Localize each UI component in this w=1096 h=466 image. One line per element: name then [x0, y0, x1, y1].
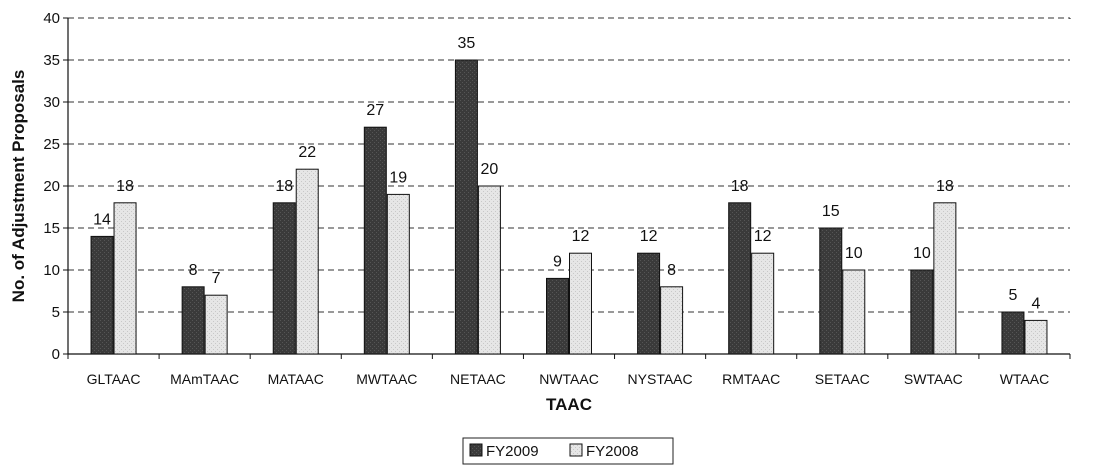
y-tick-label: 20 [43, 178, 60, 195]
x-tick-label-netaac: NETAAC [450, 371, 506, 387]
data-label-fy2008-swtaac: 18 [936, 178, 954, 195]
data-label-fy2009-mwtaac: 27 [366, 102, 384, 119]
data-label-fy2008-nystaac: 8 [667, 262, 676, 279]
bar-fy2008-nwtaac [569, 252, 592, 355]
x-tick-label-mataac: MATAAC [268, 371, 324, 387]
bar-fy2009-gltaac [90, 235, 114, 355]
y-axis-ticks: 0 5 10 15 20 25 30 35 40 [43, 10, 68, 363]
data-label-fy2009-gltaac: 14 [93, 211, 111, 228]
bar-fy2009-netaac [454, 59, 478, 355]
data-label-fy2009-wtaac: 5 [1009, 287, 1018, 304]
x-tick-label-wtaac: WTAAC [1000, 371, 1050, 387]
y-tick-label: 10 [43, 262, 60, 279]
data-label-fy2009-mamtaac: 8 [189, 262, 198, 279]
data-label-fy2008-nwtaac: 12 [572, 228, 590, 245]
x-tick-label-gltaac: GLTAAC [87, 371, 141, 387]
legend-label-fy2009: FY2009 [486, 443, 539, 460]
data-label-fy2008-wtaac: 4 [1032, 295, 1041, 312]
bar-fy2008-mamtaac [204, 294, 228, 355]
x-tick-label-nystaac: NYSTAAC [628, 371, 693, 387]
legend-label-fy2008: FY2008 [586, 443, 639, 460]
bar-fy2009-nystaac [637, 252, 661, 355]
y-tick-label: 0 [52, 346, 60, 363]
data-label-fy2008-setaac: 10 [845, 245, 863, 262]
bar-fy2009-mataac [272, 202, 296, 355]
bar-fy2009-setaac [819, 227, 843, 355]
bar-fy2008-setaac [842, 269, 866, 355]
x-tick-label-swtaac: SWTAAC [904, 371, 963, 387]
data-label-fy2009-swtaac: 10 [913, 245, 931, 262]
bar-fy2009-mwtaac [363, 126, 387, 355]
bar-fy2009-rmtaac [728, 202, 752, 355]
data-label-fy2009-rmtaac: 18 [731, 178, 749, 195]
x-tick-label-nwtaac: NWTAAC [539, 371, 599, 387]
legend-border [462, 437, 674, 465]
data-label-fy2008-mamtaac: 7 [212, 270, 221, 287]
bar-fy2009-wtaac [1001, 311, 1025, 355]
bar-fy2008-mwtaac [386, 193, 410, 355]
data-label-fy2008-mwtaac: 19 [389, 169, 407, 186]
bar-fy2008-gltaac [113, 202, 137, 355]
bar-fy2008-wtaac [1024, 319, 1048, 355]
bar-fy2009-mamtaac [181, 286, 205, 355]
data-label-fy2008-mataac: 22 [298, 144, 316, 161]
data-label-fy2009-nwtaac: 9 [553, 253, 562, 270]
x-axis-title: TAAC [546, 395, 592, 414]
x-tick-label-mamtaac: MAmTAAC [170, 371, 239, 387]
bar-fy2008-mataac [295, 168, 319, 355]
legend-swatch-fy2008 [569, 443, 583, 457]
y-tick-label: 5 [52, 304, 60, 321]
y-axis-title: No. of Adjustment Proposals [9, 70, 28, 303]
data-label-fy2009-setaac: 15 [822, 203, 840, 220]
y-tick-label: 40 [43, 10, 60, 27]
x-axis-categories: GLTAAC MAmTAAC MATAAC MWTAAC NETAAC NWTAAC NYS… [67, 354, 1071, 387]
y-tick-label: 25 [43, 136, 60, 153]
legend: FY2009 FY2008 [462, 437, 674, 465]
data-label-fy2009-mataac: 18 [275, 178, 293, 195]
x-tick-label-rmtaac: RMTAAC [722, 371, 780, 387]
y-tick-label: 15 [43, 220, 60, 237]
data-label-fy2008-netaac: 20 [481, 161, 499, 178]
data-label-fy2008-rmtaac: 12 [754, 228, 772, 245]
x-tick-label-mwtaac: MWTAAC [356, 371, 417, 387]
bar-fy2009-nwtaac [546, 277, 569, 355]
bar-fy2009-swtaac [910, 269, 934, 355]
bar-fy2008-netaac [477, 185, 501, 355]
y-tick-label: 30 [43, 94, 60, 111]
bar-fy2008-swtaac [933, 202, 957, 355]
legend-swatch-fy2009 [469, 443, 483, 457]
y-tick-label: 35 [43, 52, 60, 69]
bar-fy2008-rmtaac [751, 252, 775, 355]
bar-fy2008-nystaac [660, 286, 684, 355]
bars [90, 59, 1048, 355]
data-label-fy2009-nystaac: 12 [640, 228, 658, 245]
data-label-fy2008-gltaac: 18 [116, 178, 134, 195]
data-label-fy2009-netaac: 35 [458, 35, 476, 52]
x-tick-label-setaac: SETAAC [815, 371, 870, 387]
